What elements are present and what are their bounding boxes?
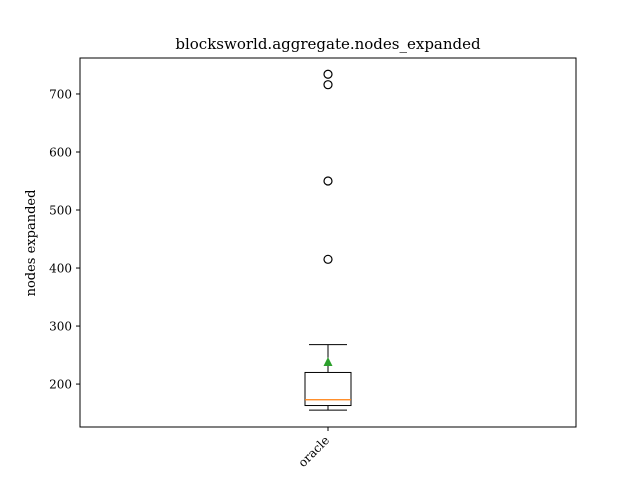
y-tick-label: 200 — [49, 378, 72, 392]
box-series — [304, 69, 352, 411]
y-axis-label: nodes expanded — [24, 190, 39, 297]
y-tick-label: 700 — [49, 87, 72, 101]
y-axis: 200 300 400 500 600 700 — [49, 87, 80, 392]
x-axis: oracle — [296, 427, 333, 470]
y-tick-label: 600 — [49, 145, 72, 159]
outlier-point — [323, 80, 333, 90]
box-iqr — [304, 371, 352, 407]
outlier-point — [323, 69, 333, 79]
x-tick-label: oracle — [296, 433, 333, 470]
y-tick-label: 500 — [49, 204, 72, 218]
plot-area-frame — [79, 57, 577, 428]
y-tick-label: 400 — [49, 262, 72, 276]
outlier-point — [323, 176, 333, 186]
y-tick-label: 300 — [49, 320, 72, 334]
outlier-point — [323, 254, 333, 264]
chart-title: blocksworld.aggregate.nodes_expanded — [175, 35, 481, 53]
mean-marker — [323, 357, 333, 367]
